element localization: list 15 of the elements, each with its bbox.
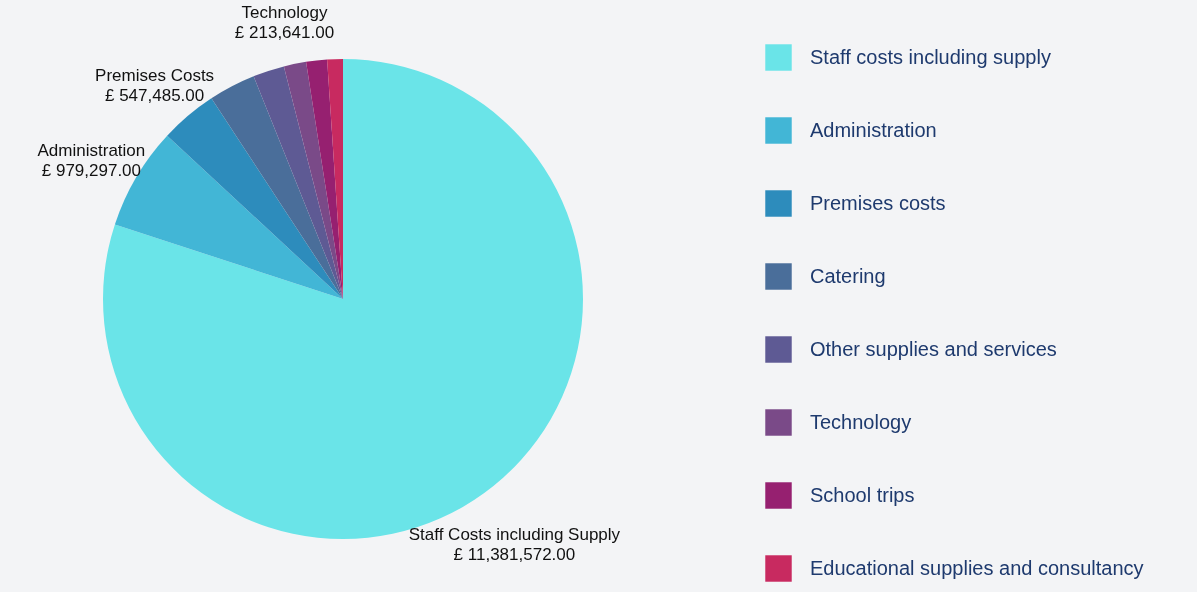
data-label: Premises Costs £ 547,485.00 [95, 65, 215, 105]
legend-label: Educational supplies and consultancy [810, 556, 1144, 579]
legend-label: Premises costs [810, 191, 946, 214]
legend-label: Technology [810, 410, 912, 433]
legend-label: Administration [810, 118, 937, 141]
data-label: Technology £ 213,641.00 [234, 2, 335, 42]
legend-label: Catering [810, 264, 886, 287]
pie-slice [253, 66, 343, 299]
data-label: Administration £ 979,297.00 [37, 140, 146, 180]
data-label: Staff Costs including Supply £ 11,381,572.00 [408, 525, 621, 565]
pie-slice [306, 59, 343, 299]
legend-label: Other supplies and services [810, 337, 1057, 360]
legend-label: Staff costs including supply [810, 45, 1051, 68]
legend-label: School trips [810, 483, 915, 506]
pie-slice [283, 61, 343, 299]
